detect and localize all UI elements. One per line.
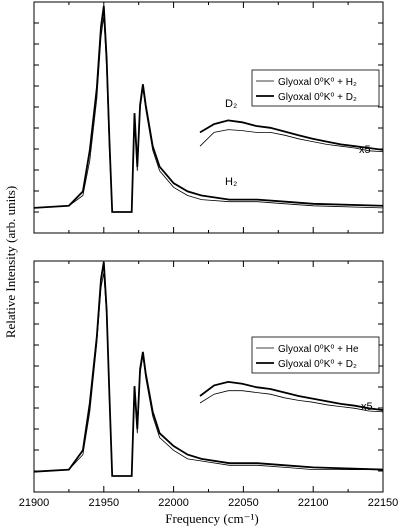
x-tick-label: 22050: [228, 497, 259, 509]
x-tick-label: 22150: [368, 497, 399, 509]
x-tick-label: 22100: [298, 497, 329, 509]
legend-entry: Glyoxal 0⁰K⁰ + H₂: [278, 77, 357, 88]
inset-scale-label: x5: [361, 401, 373, 413]
series-line-0: [33, 16, 384, 213]
inset-scale-label: x5: [359, 144, 371, 156]
legend-box: [251, 69, 380, 107]
legend-box: [251, 336, 380, 374]
legend-entry: Glyoxal 0⁰K⁰ + D₂: [278, 92, 357, 103]
inset-series-line-1: [199, 119, 384, 151]
legend-entry: Glyoxal 0⁰K⁰ + D₂: [278, 359, 357, 370]
x-tick-label: 22000: [158, 497, 189, 509]
legend-entry: Glyoxal 0⁰K⁰ + He: [278, 344, 359, 355]
inset-series-line-1: [199, 380, 384, 411]
series-line-1: [33, 5, 384, 213]
x-tick-label: 21900: [19, 497, 50, 509]
series-line-1: [33, 261, 384, 477]
y-axis-label: Relative Intensity (arb. units): [3, 186, 18, 338]
inset-series-line-0: [199, 390, 384, 413]
panel-bottom: 21900 21950 22000 22050 22100 22150 x5 Glyoxal …: [19, 260, 399, 509]
inset-series-label: H₂: [225, 176, 237, 188]
inset-series-line-0: [199, 129, 384, 153]
x-tick-label: 21950: [89, 497, 120, 509]
series-line-0: [33, 272, 383, 477]
inset-series-label: D₂: [225, 98, 237, 110]
panel-top: H₂ D₂ x5 Glyoxal 0⁰K⁰ + H₂ Glyoxal 0⁰K⁰ + D₂: [33, 1, 384, 234]
plot-frame: [33, 260, 384, 493]
plot-frame: [33, 1, 384, 234]
x-axis-label: Frequency (cm⁻¹): [165, 511, 258, 526]
